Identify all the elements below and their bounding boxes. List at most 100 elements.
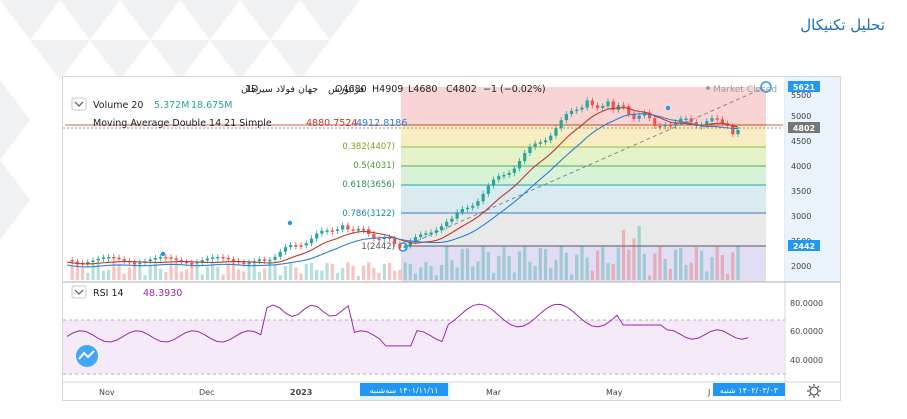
rsi-label[interactable]: RSI 14 xyxy=(93,288,124,299)
event-marker[interactable] xyxy=(287,220,293,226)
candle xyxy=(195,261,199,264)
candle xyxy=(569,110,574,114)
symbol-name[interactable]: جهان فولاد سیرجان xyxy=(241,84,318,95)
candle xyxy=(408,241,412,246)
volume-bar xyxy=(200,274,204,280)
candle xyxy=(731,125,735,135)
volume-bar xyxy=(481,246,485,280)
volume-bar xyxy=(710,257,714,280)
dividend-marker[interactable] xyxy=(160,251,166,257)
volume-bar xyxy=(133,262,137,280)
candle xyxy=(720,119,724,124)
volume-bar xyxy=(694,247,698,280)
collapse-legend-button[interactable] xyxy=(71,97,87,111)
fib-label: 0.618(3656) xyxy=(342,180,395,190)
interval-label[interactable]: 1D xyxy=(245,84,258,95)
candle xyxy=(460,208,464,213)
ma-label[interactable]: Moving Average Double 14 21 Simple xyxy=(93,118,272,129)
end-date-badge xyxy=(713,383,785,396)
candle xyxy=(450,218,454,222)
volume-label[interactable]: Volume 20 xyxy=(93,100,143,111)
volume-bar xyxy=(637,226,641,280)
last-price-badge xyxy=(788,122,820,133)
candle xyxy=(491,179,496,186)
volume-bar xyxy=(517,251,522,280)
candle xyxy=(429,232,433,234)
volume-bar xyxy=(107,269,111,280)
volume-bar xyxy=(299,273,303,280)
settings-gear-icon[interactable] xyxy=(807,384,821,398)
volume-bar xyxy=(616,247,620,280)
time-tick: May xyxy=(606,388,623,397)
candle xyxy=(606,101,610,107)
volume-bar xyxy=(91,263,95,280)
volume-bar xyxy=(408,264,412,280)
collapse-rsi-button[interactable] xyxy=(71,285,87,299)
volume-bar xyxy=(377,272,381,280)
price-chart[interactable]: 0.382(4407) 0.5(4031) 0.618(3656) 0.786(… xyxy=(63,77,840,400)
volume-bar xyxy=(356,275,360,280)
volume-bar xyxy=(502,246,506,280)
volume-bar xyxy=(237,269,241,280)
candle xyxy=(294,245,298,247)
volume-bar xyxy=(606,263,610,280)
candle xyxy=(663,124,667,127)
candle xyxy=(549,135,553,141)
candle xyxy=(169,257,173,259)
candle xyxy=(481,193,485,202)
trend-handle-end[interactable] xyxy=(760,81,772,93)
candle xyxy=(153,257,158,260)
fibonacci-zones xyxy=(401,87,766,282)
volume-bar xyxy=(632,238,636,280)
trend-line[interactable] xyxy=(402,86,767,248)
volume-bar xyxy=(221,274,225,280)
time-tick: Nov xyxy=(99,388,115,397)
volume-bar xyxy=(387,262,392,280)
candle xyxy=(502,174,506,177)
market-status-dot xyxy=(706,86,710,90)
volume-bar xyxy=(278,275,282,280)
volume-bar xyxy=(159,268,163,280)
price-axis-highlight[interactable] xyxy=(785,77,840,282)
candle xyxy=(341,225,345,230)
candle xyxy=(330,230,334,232)
rsi-tick: 40.0000 xyxy=(790,356,823,365)
candle xyxy=(133,262,137,264)
candle xyxy=(377,238,381,241)
volume-bar xyxy=(720,255,724,280)
rsi-band xyxy=(63,320,785,374)
candle xyxy=(694,122,698,126)
candle xyxy=(486,185,490,194)
candle xyxy=(211,257,215,259)
volume-bar xyxy=(471,266,475,280)
volume-bar xyxy=(679,247,683,280)
candle xyxy=(382,237,386,240)
event-marker[interactable] xyxy=(665,105,671,111)
volume-bar xyxy=(460,248,464,280)
candle xyxy=(517,161,522,169)
volume-bar xyxy=(122,273,126,280)
volume-bar xyxy=(174,263,178,280)
price-tick: 4500 xyxy=(791,137,811,146)
candle xyxy=(705,121,709,126)
candle xyxy=(543,140,548,143)
volume-bar xyxy=(351,265,355,280)
candle xyxy=(621,105,626,107)
candlesticks xyxy=(70,97,740,268)
ma-slow-value: 4912.8186 xyxy=(356,118,407,129)
chart-widget[interactable]: 0.382(4407) 0.5(4031) 0.618(3656) 0.786(… xyxy=(62,76,841,401)
chevron-down-icon xyxy=(74,101,84,107)
volume-bar xyxy=(242,271,246,280)
candle xyxy=(715,118,719,120)
candle xyxy=(476,201,480,206)
volume-bar xyxy=(216,266,220,280)
rsi-line xyxy=(66,303,749,347)
ma-fast-value: 4880.7524 xyxy=(306,118,357,129)
candle xyxy=(413,237,418,242)
fib-label: 0.786(3122) xyxy=(342,209,395,219)
volume-bar xyxy=(653,253,657,280)
volume-bar xyxy=(439,264,444,280)
volume-bar xyxy=(465,248,470,280)
candle xyxy=(689,118,693,123)
candle xyxy=(424,233,428,235)
